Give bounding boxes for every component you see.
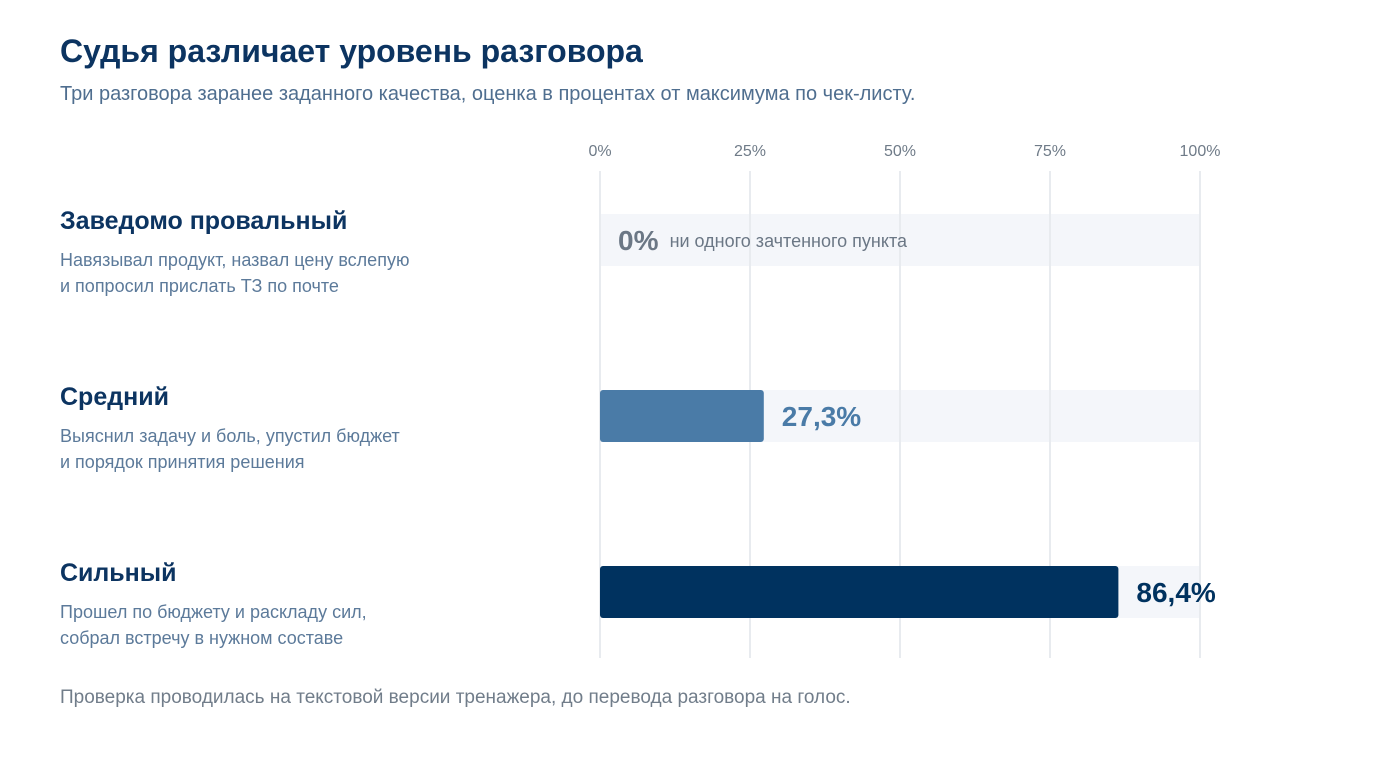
row-description-line: Навязывал продукт, назвал цену вслепую bbox=[60, 250, 410, 270]
row-title: Заведомо провальный bbox=[60, 207, 348, 235]
row-description-line: Прошел по бюджету и раскладу сил, bbox=[60, 602, 367, 622]
x-tick-label: 0% bbox=[588, 143, 611, 160]
bar bbox=[600, 566, 1119, 618]
row-label-fail: Заведомо провальный Навязывал продукт, н… bbox=[60, 206, 500, 299]
chart-subtitle: Три разговора заранее заданного качества… bbox=[60, 83, 916, 105]
chart-title: Судья различает уровень разговора bbox=[60, 33, 643, 69]
row-label-medium: Средний Выяснил задачу и боль, упустил б… bbox=[60, 382, 500, 475]
row-description-line: собрал встречу в нужном составе bbox=[60, 628, 344, 648]
row-title: Сильный bbox=[60, 559, 177, 587]
footnote: Проверка проводилась на текстовой версии… bbox=[60, 687, 851, 708]
bar bbox=[600, 390, 764, 442]
row-description-line: и попросил прислать ТЗ по почте bbox=[60, 276, 339, 296]
row-description-line: и порядок принятия решения bbox=[60, 452, 305, 472]
data-label: 86,4% bbox=[1136, 577, 1215, 608]
row-description: Выяснил задачу и боль, упустил бюджет и … bbox=[60, 423, 500, 475]
row-description: Навязывал продукт, назвал цену вслепую и… bbox=[60, 247, 500, 299]
bar-annotation: ни одного зачтенного пункта bbox=[670, 231, 908, 251]
x-tick-label: 50% bbox=[884, 143, 916, 160]
data-label: 0% bbox=[618, 225, 659, 256]
row-label-strong: Сильный Прошел по бюджету и раскладу сил… bbox=[60, 558, 500, 651]
x-tick-label: 100% bbox=[1180, 143, 1221, 160]
x-tick-label: 25% bbox=[734, 143, 766, 160]
row-title: Средний bbox=[60, 383, 169, 411]
data-label: 27,3% bbox=[782, 401, 861, 432]
row-description: Прошел по бюджету и раскладу сил, собрал… bbox=[60, 599, 500, 651]
row-description-line: Выяснил задачу и боль, упустил бюджет bbox=[60, 426, 400, 446]
x-tick-label: 75% bbox=[1034, 143, 1066, 160]
